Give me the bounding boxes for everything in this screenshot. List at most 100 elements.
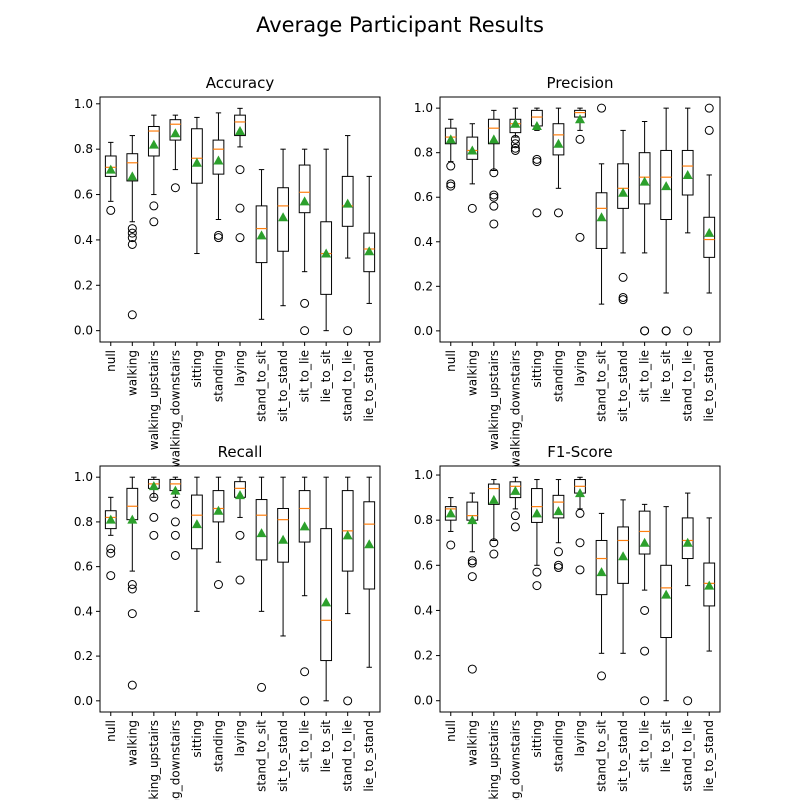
x-tick-label: null: [104, 350, 118, 372]
flier-point: [149, 530, 159, 540]
box-body: [191, 494, 203, 550]
box-stand_to_sit: [595, 512, 608, 681]
flier-point: [127, 239, 137, 249]
box-body: [320, 221, 333, 295]
x-tick-label: sitting: [190, 350, 204, 388]
flier-point: [704, 103, 714, 113]
box-body: [681, 517, 694, 560]
mean-marker: [235, 126, 245, 136]
y-tick-label: 0.2: [74, 649, 93, 663]
y-tick-label: 0.8: [414, 513, 433, 527]
x-tick-label: standing: [211, 350, 225, 402]
x-tick-label: stand_to_sit: [255, 720, 269, 792]
flier-point: [300, 696, 310, 706]
box-lie_to_sit: [320, 148, 333, 332]
box-body: [320, 528, 333, 662]
x-tick-label: sit_to_stand: [276, 720, 290, 792]
box-walking_upstairs: [487, 109, 500, 229]
flier-point: [106, 544, 116, 554]
box-body: [444, 127, 457, 145]
panel-title: Precision: [547, 74, 614, 92]
flier-point: [683, 696, 693, 706]
box-body: [638, 152, 651, 205]
box-lie_to_sit: [660, 506, 673, 702]
box-sit_to_stand: [617, 129, 629, 305]
box-walking_downstairs: [169, 114, 182, 193]
mean-marker: [682, 537, 693, 547]
box-sit_to_lie: [298, 148, 311, 336]
mean-marker: [618, 551, 629, 561]
box-walking_downstairs: [169, 476, 182, 560]
x-tick-label: stand_to_lie: [681, 350, 695, 422]
box-sit_to_stand: [277, 148, 289, 307]
flier-point: [343, 696, 353, 706]
box-body: [126, 153, 139, 182]
x-tick-label: walking: [125, 720, 139, 766]
flier-point: [343, 326, 353, 336]
mean-marker: [445, 134, 456, 144]
mean-marker: [596, 567, 607, 577]
mean-marker: [510, 485, 521, 495]
box-body: [617, 163, 629, 209]
x-tick-label: walking: [465, 720, 479, 766]
mean-marker: [278, 534, 289, 544]
y-tick-label: 0.6: [74, 560, 93, 574]
box-standing: [212, 476, 225, 590]
flier-point: [170, 530, 180, 540]
x-tick-label: walking_upstairs: [487, 720, 501, 800]
box-body: [617, 526, 629, 584]
mean-marker: [488, 134, 499, 144]
panel-title: Recall: [218, 443, 263, 461]
flier-point: [235, 165, 245, 175]
box-walking: [126, 476, 139, 690]
box-walking_upstairs: [487, 479, 500, 559]
box-sit_to_lie: [298, 476, 311, 706]
mean-marker: [704, 227, 715, 237]
axes-frame: [439, 96, 721, 343]
flier-point: [704, 125, 714, 135]
flier-point: [553, 208, 563, 218]
mean-marker: [127, 514, 138, 524]
y-tick-label: 1.0: [414, 468, 433, 482]
box-body: [277, 507, 289, 563]
x-tick-label: stand_to_sit: [595, 350, 609, 422]
box-stand_to_sit: [255, 169, 268, 320]
x-tick-label: laying: [573, 350, 587, 386]
mean-marker: [661, 589, 672, 599]
panel-f1-score: F1-Score 0.0 0.2 0.4 0.6 0.8 1.0 null walking wal…: [414, 443, 721, 800]
x-tick-label: lie_to_sit: [659, 720, 673, 773]
x-tick-label: walking_downstairs: [168, 350, 182, 467]
box-body: [660, 564, 673, 639]
flier-point: [213, 230, 223, 240]
flier-point: [467, 556, 477, 566]
box-body: [595, 192, 608, 249]
mean-marker: [191, 519, 202, 529]
box-body: [703, 562, 716, 607]
flier-point: [510, 522, 520, 532]
box-body: [212, 139, 225, 175]
box-body: [444, 506, 457, 521]
flier-point: [149, 512, 159, 522]
flier-point: [467, 664, 477, 674]
y-tick-label: 0.4: [74, 604, 93, 618]
x-tick-label: null: [444, 350, 458, 372]
box-body: [703, 216, 716, 258]
flier-point: [532, 567, 542, 577]
flier-point: [235, 203, 245, 213]
y-tick-label: 0.6: [74, 188, 93, 202]
flier-point: [106, 571, 116, 581]
box-walking: [466, 123, 479, 213]
flier-point: [257, 682, 267, 692]
box-walking_upstairs: [147, 114, 160, 227]
flier-point: [446, 181, 456, 191]
x-tick-label: walking_downstairs: [508, 350, 522, 467]
box-lie_to_stand: [703, 103, 716, 294]
mean-marker: [639, 537, 650, 547]
box-body: [341, 175, 354, 227]
box-sit_to_stand: [617, 499, 629, 654]
y-tick-label: 1.0: [414, 101, 433, 115]
flier-point: [661, 326, 671, 336]
x-tick-label: laying: [233, 720, 247, 756]
x-tick-label: sit_to_stand: [616, 720, 630, 792]
box-laying: [574, 107, 586, 242]
